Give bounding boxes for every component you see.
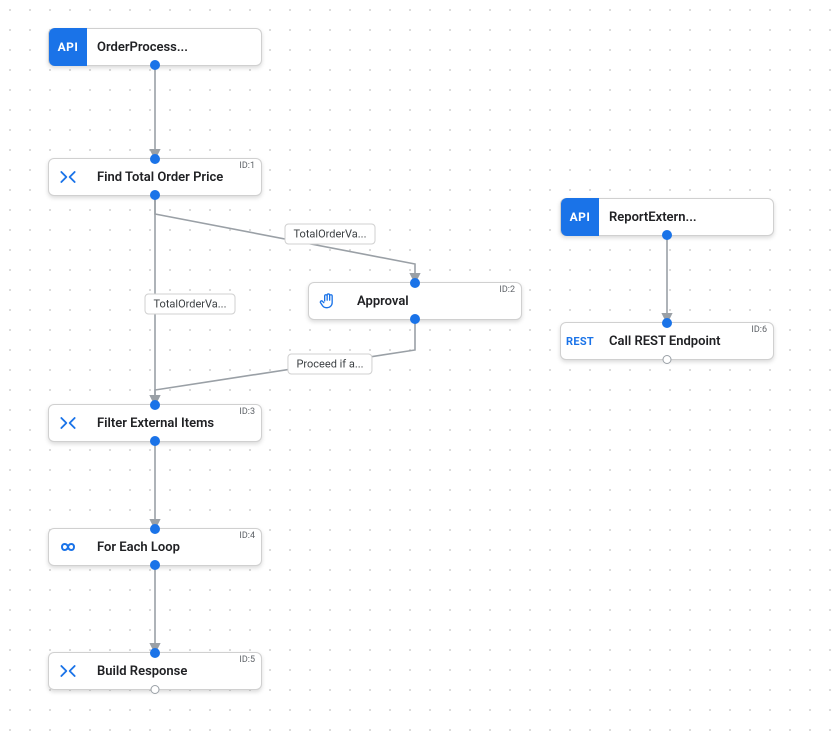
merge-icon	[49, 404, 87, 442]
port-out[interactable]	[662, 230, 672, 240]
node-label: Find Total Order Price	[87, 170, 261, 185]
edge-label: TotalOrderVa...	[145, 294, 236, 315]
flow-node-start1[interactable]: APIOrderProcess...	[48, 28, 262, 66]
flow-node-n3[interactable]: Filter External ItemsID:3	[48, 404, 262, 442]
connector	[155, 320, 415, 404]
node-id-badge: ID:1	[239, 161, 255, 171]
node-label: Call REST Endpoint	[599, 334, 773, 349]
node-id-badge: ID:3	[239, 407, 255, 417]
hand-icon	[309, 282, 347, 320]
port-in[interactable]	[150, 154, 160, 164]
flow-node-n2[interactable]: ApprovalID:2	[308, 282, 522, 320]
port-in[interactable]	[662, 318, 672, 328]
merge-icon	[49, 652, 87, 690]
port-out[interactable]	[150, 436, 160, 446]
port-out[interactable]	[663, 355, 672, 364]
node-id-badge: ID:4	[239, 531, 255, 541]
node-label: OrderProcess...	[87, 40, 261, 55]
flow-node-start2[interactable]: APIReportExtern...	[560, 198, 774, 236]
edge-label: Proceed if a...	[287, 354, 372, 375]
port-out[interactable]	[151, 685, 160, 694]
flow-node-n6[interactable]: RESTCall REST EndpointID:6	[560, 322, 774, 360]
port-in[interactable]	[150, 648, 160, 658]
node-label: Approval	[347, 294, 521, 309]
port-out[interactable]	[150, 560, 160, 570]
port-out[interactable]	[150, 60, 160, 70]
connector-layer	[0, 0, 833, 746]
node-label: For Each Loop	[87, 540, 261, 555]
loop-icon	[49, 528, 87, 566]
rest-icon: REST	[561, 322, 599, 360]
port-in[interactable]	[150, 524, 160, 534]
node-id-badge: ID:6	[751, 325, 767, 335]
node-id-badge: ID:2	[499, 285, 515, 295]
flow-node-n5[interactable]: Build ResponseID:5	[48, 652, 262, 690]
api-icon: API	[561, 198, 599, 236]
port-in[interactable]	[150, 400, 160, 410]
flow-node-n4[interactable]: For Each LoopID:4	[48, 528, 262, 566]
edge-label: TotalOrderVa...	[285, 224, 376, 245]
port-in[interactable]	[410, 278, 420, 288]
port-out[interactable]	[410, 314, 420, 324]
node-label: ReportExtern...	[599, 210, 773, 225]
flow-node-n1[interactable]: Find Total Order PriceID:1	[48, 158, 262, 196]
node-label: Filter External Items	[87, 416, 261, 431]
merge-icon	[49, 158, 87, 196]
node-id-badge: ID:5	[239, 655, 255, 665]
api-icon: API	[49, 28, 87, 66]
port-out[interactable]	[150, 190, 160, 200]
node-label: Build Response	[87, 664, 261, 679]
